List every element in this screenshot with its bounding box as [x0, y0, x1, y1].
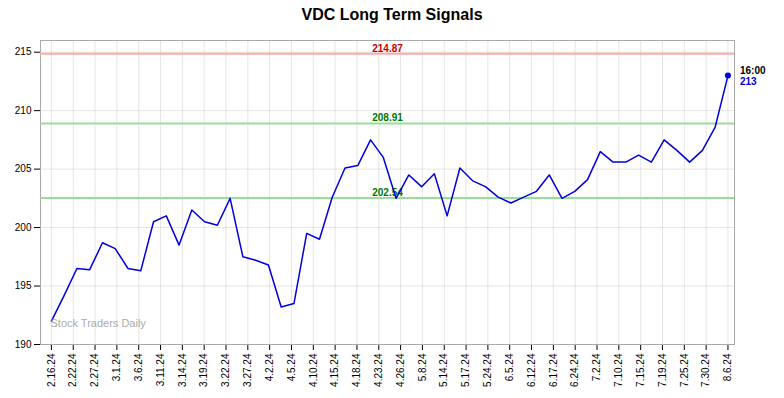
- svg-text:8.6.24: 8.6.24: [722, 353, 733, 381]
- svg-text:6.5.24: 6.5.24: [504, 353, 515, 381]
- svg-text:210: 210: [15, 105, 32, 116]
- svg-text:214.87: 214.87: [372, 43, 403, 54]
- svg-text:190: 190: [15, 339, 32, 350]
- svg-text:7.10.24: 7.10.24: [613, 353, 624, 387]
- svg-text:6.17.24: 6.17.24: [548, 353, 559, 387]
- svg-text:16:00: 16:00: [740, 65, 766, 76]
- svg-text:4.18.24: 4.18.24: [351, 353, 362, 387]
- svg-text:4.26.24: 4.26.24: [395, 353, 406, 387]
- svg-text:3.11.24: 3.11.24: [155, 353, 166, 386]
- svg-text:215: 215: [15, 46, 32, 57]
- svg-text:2.16.24: 2.16.24: [46, 353, 57, 387]
- svg-text:4.15.24: 4.15.24: [329, 353, 340, 387]
- svg-text:5.17.24: 5.17.24: [460, 353, 471, 387]
- svg-text:3.14.24: 3.14.24: [177, 353, 188, 387]
- svg-text:Stock Traders Daily: Stock Traders Daily: [51, 317, 147, 329]
- svg-text:4.10.24: 4.10.24: [307, 353, 318, 387]
- svg-text:5.24.24: 5.24.24: [482, 353, 493, 387]
- svg-text:200: 200: [15, 222, 32, 233]
- html-text:VDC Long Term Signals: VDC Long Term Signals: [301, 6, 483, 23]
- svg-text:3.6.24: 3.6.24: [133, 353, 144, 381]
- svg-text:7.19.24: 7.19.24: [657, 353, 668, 387]
- svg-text:7.30.24: 7.30.24: [700, 353, 711, 387]
- svg-text:6.24.24: 6.24.24: [569, 353, 580, 387]
- svg-text:5.8.24: 5.8.24: [417, 353, 428, 381]
- svg-text:213: 213: [740, 76, 757, 87]
- svg-text:4.5.24: 4.5.24: [286, 353, 297, 381]
- svg-text:2.27.24: 2.27.24: [89, 353, 100, 387]
- svg-text:6.12.24: 6.12.24: [526, 353, 537, 387]
- svg-text:3.22.24: 3.22.24: [220, 353, 231, 387]
- svg-text:7.15.24: 7.15.24: [635, 353, 646, 387]
- svg-text:7.2.24: 7.2.24: [591, 353, 602, 381]
- svg-text:3.27.24: 3.27.24: [242, 353, 253, 387]
- svg-text:2.22.24: 2.22.24: [67, 353, 78, 387]
- svg-text:5.14.24: 5.14.24: [438, 353, 449, 387]
- svg-text:4.23.24: 4.23.24: [373, 353, 384, 387]
- svg-text:195: 195: [15, 280, 32, 291]
- svg-text:7.25.24: 7.25.24: [679, 353, 690, 387]
- svg-text:3.19.24: 3.19.24: [198, 353, 209, 387]
- svg-text:202.54: 202.54: [372, 186, 403, 198]
- svg-text:3.1.24: 3.1.24: [111, 353, 122, 381]
- svg-text:208.91: 208.91: [372, 112, 403, 123]
- svg-text:205: 205: [15, 163, 32, 174]
- svg-text:4.2.24: 4.2.24: [264, 353, 275, 381]
